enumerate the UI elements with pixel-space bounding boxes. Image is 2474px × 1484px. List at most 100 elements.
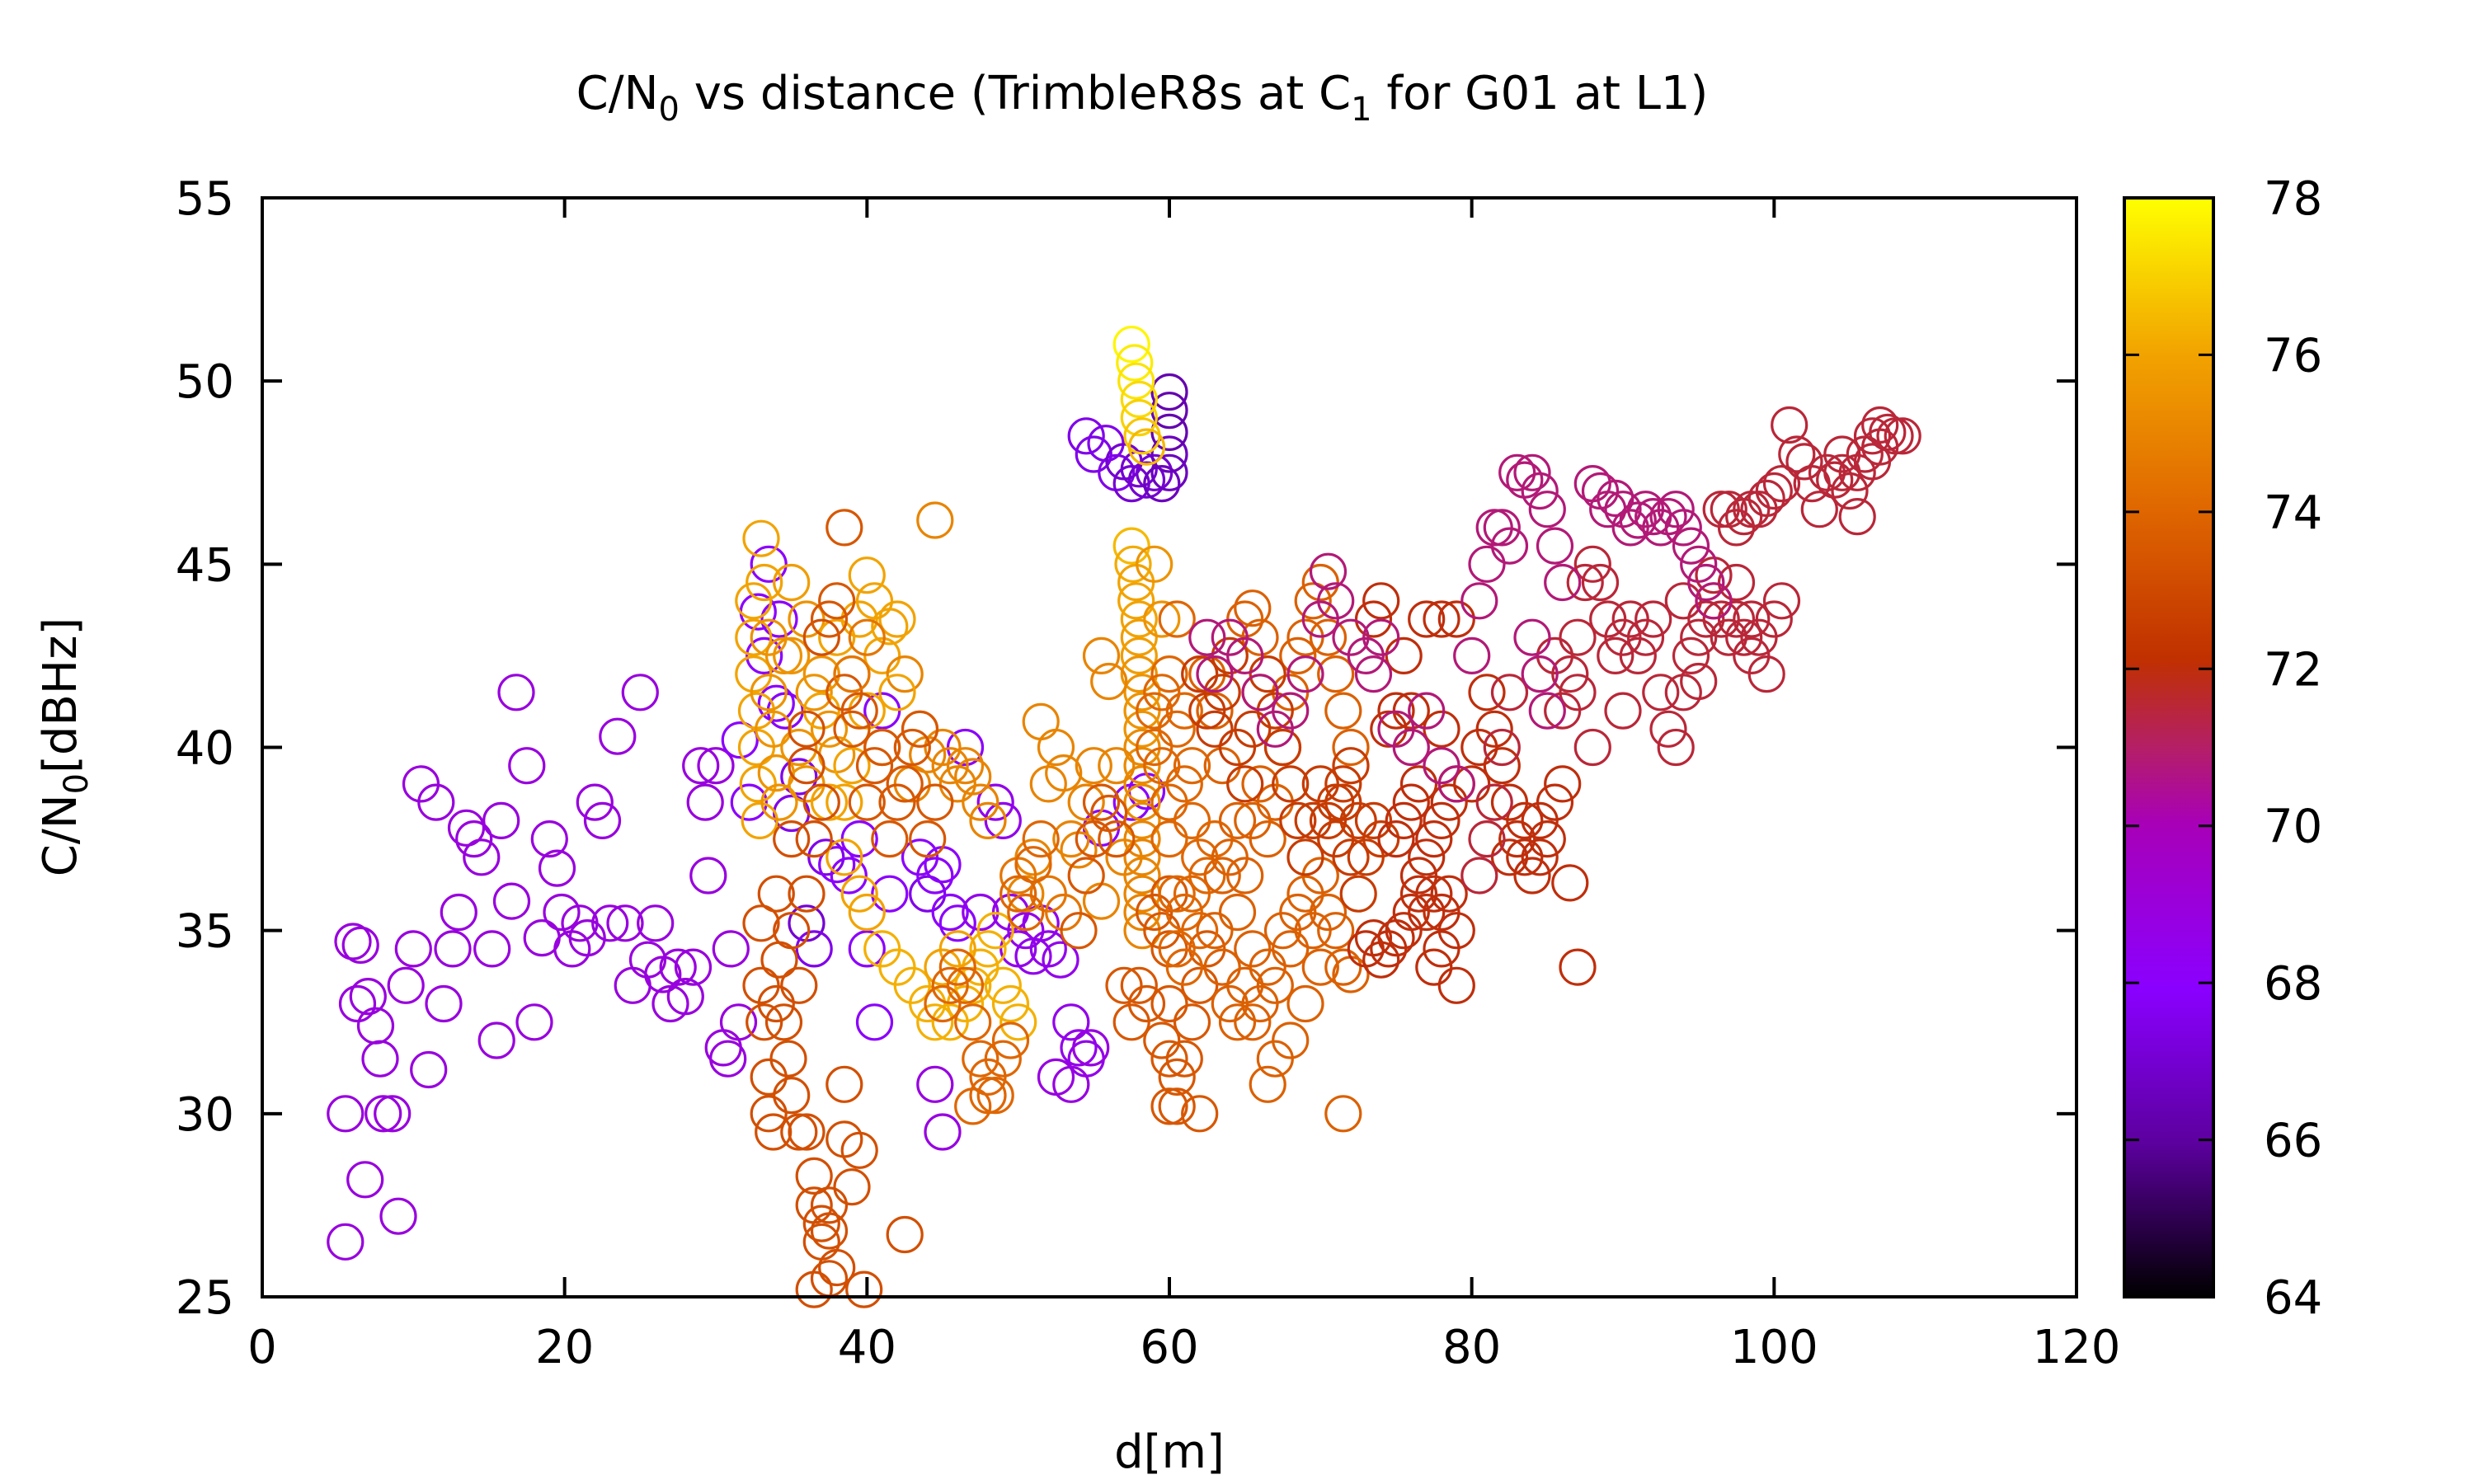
data-point <box>1234 710 1272 748</box>
data-point <box>434 930 472 968</box>
data-point <box>1528 692 1566 730</box>
data-point <box>757 875 795 913</box>
data-point <box>1218 1003 1257 1041</box>
data-point <box>1664 674 1702 711</box>
data-point <box>356 1007 395 1045</box>
data-point <box>1377 692 1415 730</box>
data-point <box>1762 582 1801 620</box>
data-point <box>1120 600 1158 638</box>
data-point <box>1453 765 1491 803</box>
data-point <box>1339 801 1377 840</box>
data-point <box>984 801 1022 840</box>
data-point <box>780 758 818 796</box>
data-point <box>954 1003 992 1041</box>
data-point <box>750 1058 788 1097</box>
data-point <box>530 819 568 858</box>
data-point <box>1286 984 1324 1023</box>
data-point <box>924 1113 962 1151</box>
data-point <box>1127 428 1166 466</box>
data-point <box>1778 435 1816 473</box>
data-point <box>780 728 818 767</box>
colorbar-ticks: 64 66 68 70 72 74 76 78 <box>2124 172 2322 1325</box>
data-point <box>1165 1040 1203 1078</box>
colorbar-tick-label: 74 <box>2264 486 2322 540</box>
data-point <box>1392 783 1430 821</box>
data-point <box>1399 857 1438 895</box>
data-point <box>1710 618 1747 656</box>
data-point <box>833 710 871 748</box>
data-point <box>810 1186 849 1224</box>
data-point <box>1120 636 1158 675</box>
data-point <box>1408 838 1446 876</box>
data-point <box>425 984 463 1023</box>
x-tick-label: 100 <box>1730 1321 1818 1374</box>
data-point <box>515 1003 553 1041</box>
data-point <box>1037 728 1075 767</box>
data-point <box>686 783 724 821</box>
data-point <box>833 655 871 693</box>
data-point <box>773 636 811 675</box>
data-point <box>976 783 1014 821</box>
data-point <box>1513 453 1551 491</box>
data-point <box>1181 655 1219 693</box>
data-point <box>825 1065 863 1103</box>
data-point <box>1196 655 1234 693</box>
chart-title: C/N0 vs distance (TrimbleR8s at C1 for G… <box>576 67 1709 129</box>
data-point <box>1158 710 1196 748</box>
data-point <box>1143 1021 1181 1059</box>
data-point <box>1884 417 1921 455</box>
data-point <box>1392 728 1430 767</box>
data-point <box>931 966 969 1004</box>
data-point <box>583 801 622 840</box>
data-point <box>946 966 985 1004</box>
data-point <box>1687 563 1725 602</box>
data-point <box>855 1003 894 1041</box>
x-axis: 0 20 40 60 80 100 120 <box>247 198 2120 1374</box>
data-point <box>909 819 947 858</box>
data-point <box>757 684 795 722</box>
data-point <box>1415 948 1453 986</box>
data-point <box>1105 838 1143 876</box>
data-point <box>1203 948 1241 986</box>
data-point <box>1165 692 1203 730</box>
data-point <box>946 747 985 785</box>
data-point <box>886 1215 924 1254</box>
data-point <box>909 984 947 1023</box>
data-point <box>848 893 886 932</box>
data-point <box>1158 1058 1196 1097</box>
data-point <box>931 893 969 932</box>
data-point <box>825 783 863 821</box>
data-point <box>477 1021 515 1059</box>
data-point <box>901 710 939 748</box>
data-point <box>1143 600 1181 638</box>
data-point <box>1060 831 1098 869</box>
data-point <box>1112 326 1150 364</box>
x-tick-label: 80 <box>1442 1321 1501 1374</box>
data-point <box>1853 443 1892 481</box>
data-point <box>1249 819 1286 858</box>
data-point <box>1150 435 1188 473</box>
data-point <box>871 875 909 913</box>
data-point <box>745 563 783 602</box>
colorbar-tick-label: 68 <box>2264 957 2322 1011</box>
data-point <box>795 819 833 858</box>
data-point <box>745 636 783 675</box>
data-point <box>825 1120 863 1158</box>
data-point <box>1324 765 1362 803</box>
data-point <box>1082 636 1121 675</box>
data-point <box>1687 600 1725 638</box>
data-point <box>1120 966 1158 1004</box>
colorbar-tick-label: 66 <box>2264 1115 2322 1168</box>
data-point <box>1657 728 1695 767</box>
data-point <box>1150 984 1188 1023</box>
data-point <box>755 1113 793 1151</box>
data-point <box>1218 893 1257 932</box>
data-point <box>1052 819 1090 858</box>
data-point <box>1324 948 1362 986</box>
data-point <box>1354 600 1393 638</box>
data-point <box>1158 600 1196 638</box>
data-point <box>1226 765 1264 803</box>
data-point <box>1150 413 1188 452</box>
data-point <box>1082 882 1121 920</box>
x-tick-label: 0 <box>247 1321 277 1374</box>
